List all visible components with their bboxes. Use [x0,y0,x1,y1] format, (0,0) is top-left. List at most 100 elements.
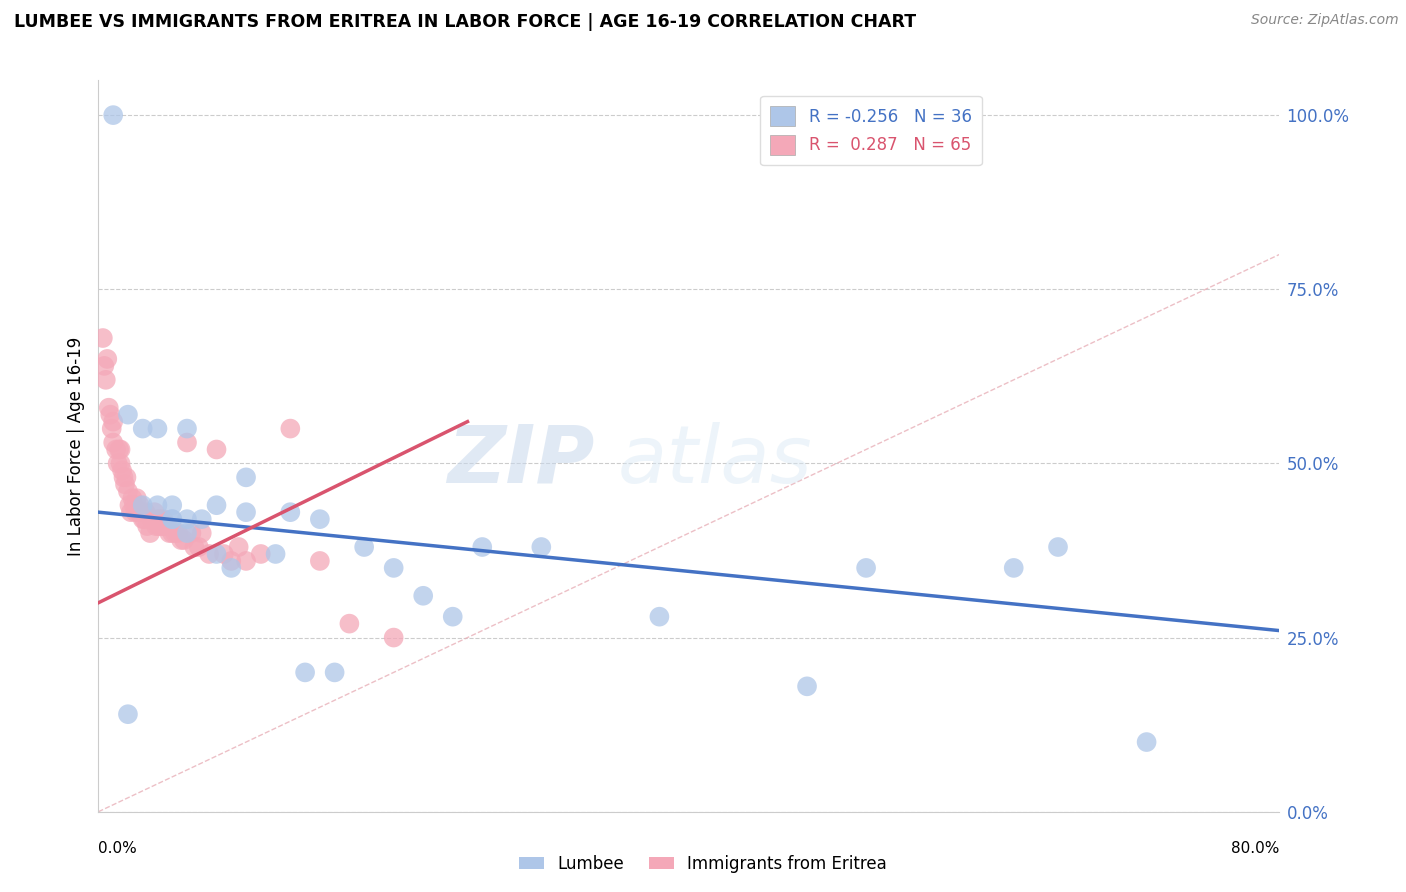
Point [235,554,257,568]
Point [309,512,332,526]
Point [323,665,346,680]
Point [157,526,180,541]
Point [153,519,176,533]
Point [146,512,169,526]
Point [219,554,242,568]
Point [145,519,167,533]
Point [212,547,235,561]
Point [127,505,149,519]
Point [143,505,166,519]
Point [1135,735,1157,749]
Point [382,631,405,645]
Point [191,512,214,526]
Point [103,108,125,122]
Point [135,505,157,519]
Point [141,512,163,526]
Point [117,408,139,422]
Point [162,498,183,512]
Point [162,526,183,541]
Point [205,547,228,561]
Point [855,561,877,575]
Point [122,498,145,512]
Point [117,707,139,722]
Point [94,373,117,387]
Point [115,470,138,484]
Point [183,540,205,554]
Point [228,540,250,554]
Point [91,331,114,345]
Point [235,505,257,519]
Point [105,442,128,457]
Point [128,498,150,512]
Point [1002,561,1025,575]
Point [339,616,360,631]
Point [471,540,494,554]
Legend: R = -0.256   N = 36, R =  0.287   N = 65: R = -0.256 N = 36, R = 0.287 N = 65 [761,96,981,165]
Point [139,526,162,541]
Point [110,442,132,457]
Point [117,484,139,499]
Point [118,498,141,512]
Point [103,435,125,450]
Point [112,470,135,484]
Point [264,547,287,561]
Point [176,435,198,450]
Text: LUMBEE VS IMMIGRANTS FROM ERITREA IN LABOR FORCE | AGE 16-19 CORRELATION CHART: LUMBEE VS IMMIGRANTS FROM ERITREA IN LAB… [14,13,917,31]
Point [120,505,142,519]
Point [114,477,136,491]
Legend: Lumbee, Immigrants from Eritrea: Lumbee, Immigrants from Eritrea [512,848,894,880]
Point [176,421,198,435]
Point [162,512,183,526]
Point [97,401,120,415]
Point [219,561,242,575]
Point [111,463,134,477]
Point [107,457,129,471]
Point [205,498,228,512]
Point [235,470,257,484]
Point [108,442,131,457]
Point [96,351,118,366]
Point [278,421,302,435]
Point [152,512,174,526]
Point [146,498,169,512]
Point [103,415,125,429]
Point [150,519,173,533]
Text: ZIP: ZIP [447,422,595,500]
Point [176,512,198,526]
Point [146,421,169,435]
Point [191,526,214,541]
Point [149,512,172,526]
Point [167,526,190,541]
Point [173,533,195,547]
Point [136,519,159,533]
Point [124,505,146,519]
Point [441,609,464,624]
Text: 0.0%: 0.0% [98,841,138,856]
Point [110,457,132,471]
Text: atlas: atlas [619,422,813,500]
Point [198,547,221,561]
Point [176,526,198,541]
Point [165,526,187,541]
Point [93,359,115,373]
Point [648,609,671,624]
Point [148,519,170,533]
Point [278,505,302,519]
Point [250,547,273,561]
Point [125,491,148,506]
Point [121,491,143,506]
Point [170,533,193,547]
Point [98,408,121,422]
Point [796,679,818,693]
Point [309,554,332,568]
Point [294,665,316,680]
Point [132,421,155,435]
Point [205,442,228,457]
Point [412,589,434,603]
Point [382,561,405,575]
Point [162,512,183,526]
Point [129,505,152,519]
Point [530,540,553,554]
Point [134,512,156,526]
Point [132,498,155,512]
